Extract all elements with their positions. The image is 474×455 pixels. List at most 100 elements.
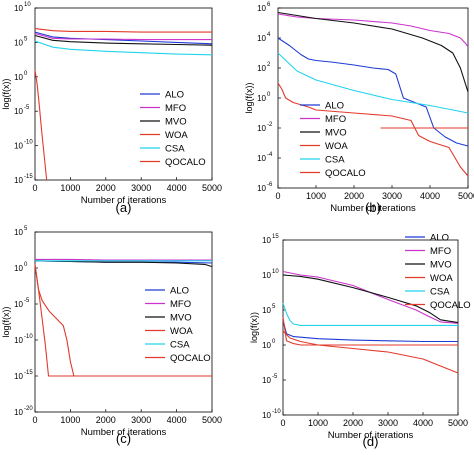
panel-label: (c)	[116, 431, 131, 446]
y-tick-exponent: -6	[267, 182, 273, 188]
legend-label: WOA	[165, 130, 188, 141]
y-axis-label: log(f(x))	[244, 82, 254, 113]
y-tick-label: 10	[262, 306, 271, 315]
x-axis-label: Number of iterations	[328, 430, 414, 441]
y-tick-exponent: -10	[272, 409, 281, 415]
x-tick-label: 4000	[167, 183, 187, 193]
x-tick-label: 1000	[60, 415, 80, 425]
legend-label: CSA	[170, 340, 190, 351]
y-tick-label: 10	[14, 336, 23, 345]
series-line-alo	[277, 37, 469, 147]
legend-label: MFO	[165, 103, 186, 114]
series-line-mvo	[34, 260, 213, 268]
y-tick-exponent: -5	[24, 105, 30, 111]
series-line-woa	[34, 28, 212, 33]
series-line-csa	[34, 40, 213, 56]
y-tick-label: 10	[257, 124, 266, 133]
y-tick-exponent: -15	[24, 174, 33, 180]
y-tick-exponent: 0	[24, 71, 28, 77]
series-line-mfo	[277, 13, 469, 48]
legend: ALO MFO MVO WOA CSA QOCALO	[140, 90, 206, 168]
x-tick-label: 5000	[448, 418, 468, 428]
y-tick-exponent: -5	[24, 298, 30, 304]
y-tick-exponent: 6	[267, 2, 271, 8]
x-tick-label: 0	[32, 183, 37, 193]
series-line-alo	[34, 31, 213, 45]
y-tick-exponent: -15	[24, 370, 33, 376]
legend-label: QOCALO	[325, 168, 366, 179]
panel-label: (d)	[363, 434, 379, 449]
x-tick-label: 5000	[202, 183, 222, 193]
y-tick-exponent: 15	[272, 234, 279, 240]
series-line-mfo	[34, 32, 212, 41]
legend-label: CSA	[165, 144, 185, 155]
x-tick-label: 0	[275, 191, 280, 201]
x-tick-label: 3000	[131, 415, 151, 425]
y-axis-label: log(f(x))	[1, 78, 11, 109]
x-tick-label: 0	[32, 415, 37, 425]
plot-frame	[34, 231, 213, 413]
legend-label: WOA	[430, 273, 453, 284]
x-tick-label: 0	[280, 418, 285, 428]
series-line-qocalo	[34, 264, 75, 377]
legend-label: ALO	[170, 286, 189, 297]
legend-label: MVO	[165, 117, 187, 128]
legend-label: ALO	[165, 90, 184, 101]
legend: ALO MFO MVO WOA CSA QOCALO	[145, 286, 211, 364]
y-tick-exponent: -10	[24, 334, 33, 340]
y-tick-label: 10	[257, 34, 266, 43]
legend-label: QOCALO	[170, 353, 211, 364]
series-line-mvo	[34, 34, 213, 46]
plot-frame	[34, 7, 213, 181]
y-tick-label: 10	[257, 154, 266, 163]
y-tick-label: 10	[14, 38, 23, 47]
y-tick-exponent: 5	[24, 36, 28, 42]
x-tick-label: 5000	[458, 191, 474, 201]
series-line-mfo	[282, 270, 459, 324]
y-tick-label: 10	[257, 184, 266, 193]
y-tick-label: 10	[14, 142, 23, 151]
x-tick-label: 2000	[96, 415, 116, 425]
y-tick-exponent: 10	[24, 2, 31, 8]
y-axis-label: log(f(x))	[249, 312, 259, 343]
x-tick-label: 2000	[344, 191, 364, 201]
legend-label: MVO	[170, 313, 192, 324]
x-axis-label: Number of iterations	[81, 427, 167, 438]
y-tick-label: 10	[257, 94, 266, 103]
panel-label: (a)	[116, 200, 132, 215]
series-line-qocalo	[277, 82, 469, 177]
y-tick-exponent: 10	[272, 269, 279, 275]
chart-panel-2: 01000200030004000500010610410210010-210-…	[244, 2, 474, 215]
y-tick-label: 10	[262, 236, 271, 245]
x-tick-label: 3000	[378, 418, 398, 428]
series-line-qocalo	[282, 330, 459, 374]
series-line-csa	[282, 302, 458, 326]
legend-label: WOA	[170, 326, 193, 337]
y-tick-exponent: -10	[24, 140, 33, 146]
y-tick-exponent: 5	[24, 226, 28, 232]
series-line-csa	[277, 52, 469, 114]
legend-label: QOCALO	[430, 300, 471, 311]
panel-label: (b)	[365, 200, 381, 215]
legend-label: ALO	[430, 233, 449, 244]
y-tick-exponent: 2	[267, 62, 271, 68]
x-tick-label: 3000	[131, 183, 151, 193]
series-line-qocalo	[34, 69, 48, 181]
y-tick-label: 10	[14, 228, 23, 237]
y-tick-label: 10	[257, 4, 266, 13]
y-tick-exponent: 4	[267, 32, 271, 38]
x-tick-label: 1000	[308, 418, 328, 428]
y-axis-label: log(f(x))	[1, 306, 11, 337]
y-tick-label: 10	[14, 73, 23, 82]
y-tick-label: 10	[14, 107, 23, 116]
x-tick-label: 3000	[382, 191, 402, 201]
legend-label: MVO	[325, 128, 347, 139]
y-tick-label: 10	[262, 376, 271, 385]
legend-label: ALO	[325, 101, 344, 112]
y-tick-exponent: 0	[267, 92, 271, 98]
x-tick-label: 4000	[167, 415, 187, 425]
y-tick-label: 10	[14, 264, 23, 273]
